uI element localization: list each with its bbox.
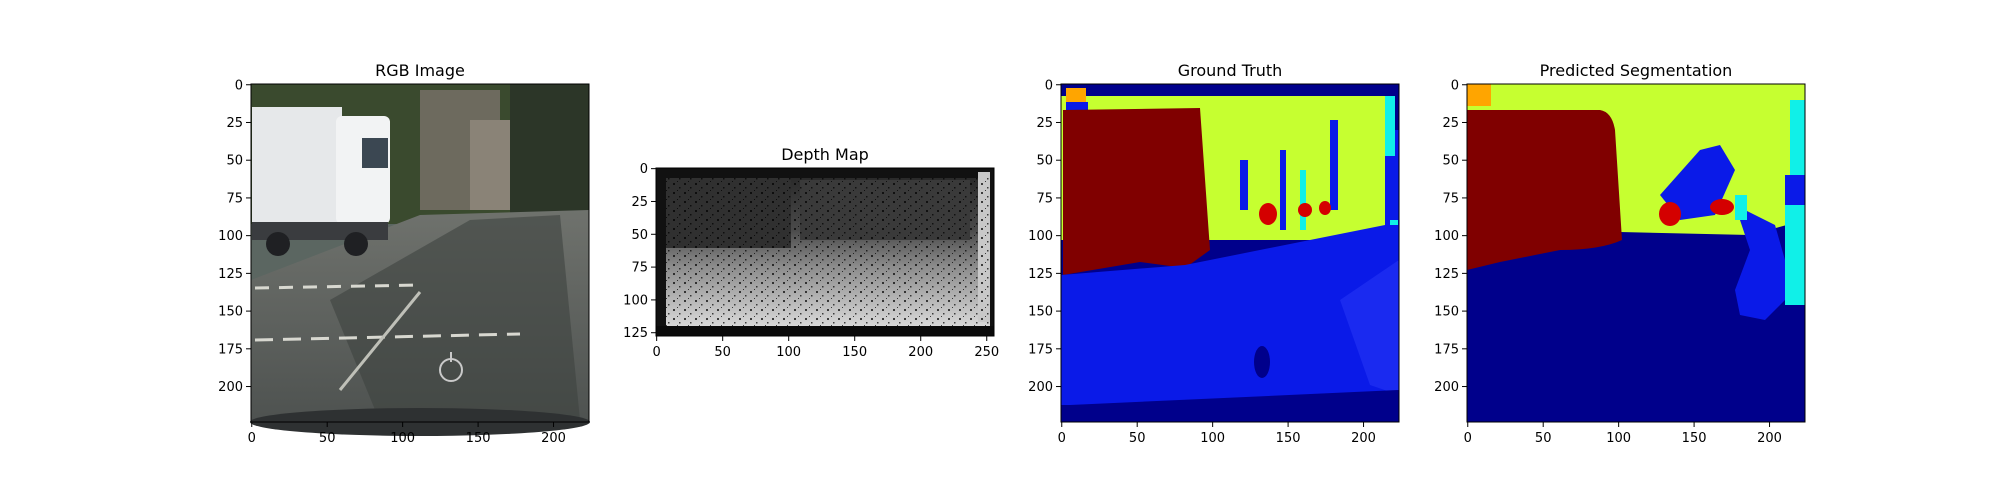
x-tick-label: 0 (1058, 431, 1066, 446)
rgb-image (250, 84, 590, 436)
y-tick-label: 25 (226, 116, 243, 131)
x-tick-label: 150 (842, 345, 867, 360)
x-tick-label: 50 (319, 431, 336, 446)
panel-rgb-image: RGB Image (218, 61, 590, 446)
x-tick-label: 200 (541, 431, 566, 446)
panel-title-rgb: RGB Image (375, 61, 465, 80)
x-tick-label: 100 (390, 431, 415, 446)
y-tick-label: 125 (218, 267, 243, 282)
x-tick-label: 50 (1535, 431, 1552, 446)
x-tick-label: 0 (1464, 431, 1472, 446)
ground-truth-axis-ticks: 0 50 100 150 200 0 25 50 75 100 125 150 175 200 (1028, 78, 1376, 446)
x-tick-label: 150 (1682, 431, 1707, 446)
y-tick-label: 175 (1028, 342, 1053, 357)
panel-depth-map: Depth Map 0 50 100 150 200 250 0 25 50 75 100 125 (623, 145, 999, 360)
y-tick-label: 125 (1434, 267, 1459, 282)
y-tick-label: 150 (1434, 305, 1459, 320)
ground-truth-segmentation (1061, 84, 1399, 422)
predicted-segmentation (1467, 84, 1805, 422)
x-tick-label: 100 (1200, 431, 1225, 446)
y-tick-label: 50 (1036, 154, 1053, 169)
y-tick-label: 0 (640, 162, 648, 177)
y-tick-label: 0 (235, 78, 243, 93)
x-tick-label: 50 (714, 345, 731, 360)
x-tick-label: 100 (776, 345, 801, 360)
y-tick-label: 25 (1442, 116, 1459, 131)
x-tick-label: 0 (653, 345, 661, 360)
y-tick-label: 75 (1036, 191, 1053, 206)
panel-ground-truth: Ground Truth (1028, 61, 1400, 446)
y-tick-label: 100 (1434, 229, 1459, 244)
y-tick-label: 0 (1045, 78, 1053, 93)
y-tick-label: 125 (1028, 267, 1053, 282)
rgb-axis-ticks: 0 50 100 150 200 0 25 50 75 100 125 150 175 200 (218, 78, 566, 446)
depth-frame (655, 167, 995, 337)
x-tick-label: 150 (466, 431, 491, 446)
y-tick-label: 125 (623, 326, 648, 341)
rgb-frame (250, 83, 590, 423)
x-tick-label: 50 (1129, 431, 1146, 446)
panel-title-predicted: Predicted Segmentation (1540, 61, 1733, 80)
x-tick-label: 250 (974, 345, 999, 360)
x-tick-label: 200 (1351, 431, 1376, 446)
x-tick-label: 200 (908, 345, 933, 360)
y-tick-label: 75 (226, 191, 243, 206)
y-tick-label: 75 (1442, 191, 1459, 206)
depth-image (656, 168, 994, 336)
y-tick-label: 50 (1442, 154, 1459, 169)
panel-title-ground-truth: Ground Truth (1178, 61, 1283, 80)
panel-title-depth: Depth Map (781, 145, 869, 164)
x-tick-label: 0 (248, 431, 256, 446)
y-tick-label: 150 (218, 305, 243, 320)
y-tick-label: 50 (631, 228, 648, 243)
depth-axis-ticks: 0 50 100 150 200 250 0 25 50 75 100 125 (623, 162, 999, 360)
y-tick-label: 150 (1028, 305, 1053, 320)
panel-predicted-segmentation: Predicted Segmentation 0 50 100 150 200 0 25 50… (1434, 61, 1806, 446)
y-tick-label: 0 (1451, 78, 1459, 93)
y-tick-label: 200 (218, 380, 243, 395)
y-tick-label: 50 (226, 154, 243, 169)
y-tick-label: 200 (1028, 380, 1053, 395)
ground-truth-frame (1060, 83, 1400, 423)
predicted-frame (1466, 83, 1806, 423)
y-tick-label: 100 (1028, 229, 1053, 244)
y-tick-label: 25 (631, 195, 648, 210)
y-tick-label: 25 (1036, 116, 1053, 131)
y-tick-label: 100 (218, 229, 243, 244)
y-tick-label: 175 (218, 342, 243, 357)
predicted-axis-ticks: 0 50 100 150 200 0 25 50 75 100 125 150 175 200 (1434, 78, 1782, 446)
y-tick-label: 200 (1434, 380, 1459, 395)
y-tick-label: 75 (631, 261, 648, 276)
y-tick-label: 100 (623, 293, 648, 308)
x-tick-label: 100 (1606, 431, 1631, 446)
y-tick-label: 175 (1434, 342, 1459, 357)
x-tick-label: 150 (1276, 431, 1301, 446)
x-tick-label: 200 (1757, 431, 1782, 446)
